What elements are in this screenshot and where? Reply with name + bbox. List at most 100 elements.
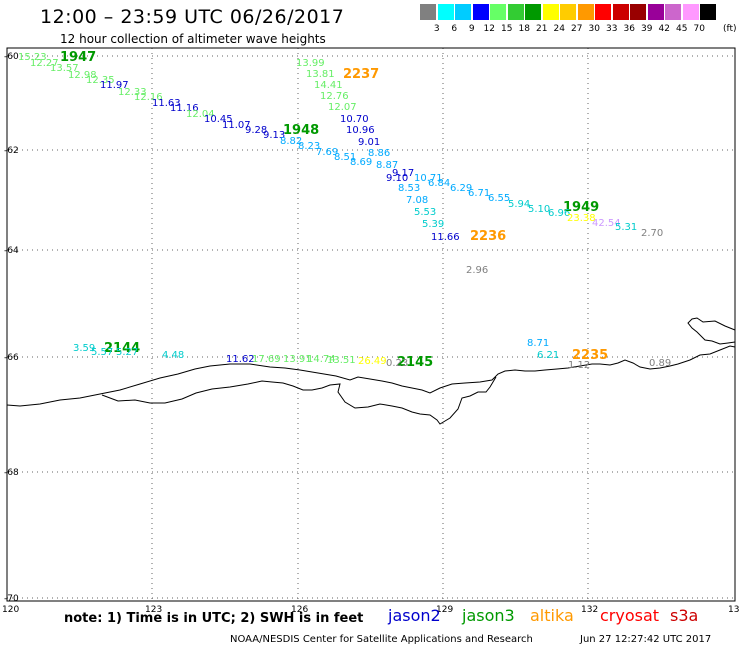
footer-note: note: 1) Time is in UTC; 2) SWH is in fe…: [64, 611, 364, 626]
wave-height-value: 8.69: [350, 157, 372, 168]
legend-label: 70: [693, 24, 705, 34]
wave-height-value: 9.10: [386, 173, 408, 184]
wave-height-value: 0.23: [386, 358, 408, 369]
pass-label: 2144: [104, 341, 140, 356]
map-subtitle: 12 hour collection of altimeter wave hei…: [60, 32, 326, 46]
wave-height-value: 6.96: [548, 208, 570, 219]
legend-label: 24: [553, 24, 565, 34]
legend-swatch: [700, 4, 716, 20]
wave-height-value: 6.21: [537, 350, 559, 361]
graticule: [7, 48, 735, 601]
satellite-jason2: jason2: [388, 606, 441, 625]
satellite-altika: altika: [530, 606, 574, 625]
legend-label: 3: [433, 24, 440, 34]
legend-label: 39: [641, 24, 653, 34]
axis-tick-labels: 120 123 126 129 132 135 -60 -62 -64 -66 -68 -70: [2, 52, 740, 615]
wave-height-value: 12.07: [328, 102, 357, 113]
pass-label: 2235: [572, 348, 608, 363]
legend-swatch: [472, 4, 489, 20]
y-tick-label: -66: [4, 353, 19, 363]
coastline: [6, 345, 736, 407]
wave-height-value: 11.07: [222, 120, 251, 131]
wave-height-value: 42.54: [592, 218, 621, 229]
satellite-jason3: jason3: [462, 606, 515, 625]
x-tick-label: 132: [581, 605, 598, 615]
wave-height-value: 10.70: [340, 114, 369, 125]
wave-height-value: 12.35: [86, 75, 115, 86]
wave-height-value: 1.12: [568, 360, 590, 371]
coastline-inlet: [101, 376, 497, 425]
legend-swatch: [542, 4, 559, 20]
wave-height-labels: 15.2312.2713.5712.9812.3511.9712.3312.16…: [18, 52, 671, 371]
wave-height-value: 5.27: [116, 347, 138, 358]
legend-label: 9: [468, 24, 475, 34]
wave-height-value: 6.55: [488, 193, 510, 204]
x-tick-label: 129: [436, 605, 453, 615]
wave-height-value: 10.96: [346, 125, 375, 136]
wave-height-value: 5.94: [508, 199, 530, 210]
legend-label: 30: [588, 24, 600, 34]
wave-height-value: 13.51: [327, 355, 356, 366]
wave-height-value: 10.71: [414, 173, 443, 184]
legend-label: 33: [606, 24, 618, 34]
satellite-cryosat: cryosat: [600, 606, 660, 625]
legend-swatch: [577, 4, 594, 20]
wave-height-value: 17.69: [252, 354, 281, 365]
wave-height-value: 15.23: [18, 52, 47, 63]
wave-height-value: 13.99: [296, 58, 325, 69]
wave-height-value: 5.57: [91, 347, 113, 358]
legend-swatch: [455, 4, 471, 20]
legend-unit: (ft): [723, 24, 737, 34]
legend-label: 6: [451, 24, 458, 34]
x-tick-label: 123: [145, 605, 162, 615]
legend-label: 36: [623, 24, 635, 34]
legend-label: 27: [571, 24, 583, 34]
legend-swatch: [595, 4, 611, 20]
map-frame: [6, 47, 736, 602]
y-tick-label: -70: [4, 594, 19, 604]
wave-height-value: 9.17: [392, 168, 414, 179]
wave-height-value: 14.74: [307, 354, 336, 365]
y-tick-label: -68: [4, 468, 19, 478]
y-tick-label: -60: [4, 52, 19, 62]
pass-label: 2236: [470, 229, 506, 244]
wave-height-value: 5.53: [414, 207, 436, 218]
generation-timestamp: Jun 27 12:27:42 UTC 2017: [580, 634, 712, 645]
wave-height-value: 12.98: [68, 70, 97, 81]
wave-height-value: 13.81: [306, 69, 335, 80]
legend-swatch: [665, 4, 681, 20]
legend-label: 18: [518, 24, 530, 34]
wave-height-value: 8.82: [280, 136, 302, 147]
wave-height-value: 0.89: [649, 358, 671, 369]
y-tick-label: -62: [4, 146, 19, 156]
wave-height-value: 8.23: [298, 141, 320, 152]
legend-swatch: [560, 4, 576, 20]
wave-height-value: 7.69: [316, 147, 338, 158]
wave-height-value: 4.48: [162, 350, 184, 361]
wave-height-value: 13.57: [50, 63, 79, 74]
legend-swatch: [630, 4, 646, 20]
wave-height-value: 12.76: [320, 91, 349, 102]
pass-label: 1948: [283, 123, 319, 138]
wave-height-value: 5.39: [422, 219, 444, 230]
legend-label: 42: [658, 24, 670, 34]
credit-line: NOAA/NESDIS Center for Satellite Applica…: [230, 634, 533, 645]
wave-height-value: 11.16: [170, 103, 199, 114]
wave-height-value: 12.04: [186, 109, 215, 120]
wave-height-value: 13.91: [283, 354, 312, 365]
legend-swatch: [437, 4, 454, 20]
legend-swatch: [647, 4, 664, 20]
map-title: 12:00 – 23:59 UTC 06/26/2017: [40, 6, 345, 28]
wave-height-value: 23.38: [567, 213, 596, 224]
wave-height-value: 8.87: [376, 160, 398, 171]
legend-swatch: [525, 4, 541, 20]
legend-swatch: [507, 4, 524, 20]
legend-label: 12: [483, 24, 495, 34]
wave-height-value: 12.33: [118, 87, 147, 98]
coastline-east: [687, 317, 736, 345]
wave-height-value: 12.27: [30, 58, 59, 69]
y-tick-label: -64: [4, 246, 19, 256]
wave-height-value: 9.13: [263, 130, 285, 141]
wave-height-value: 11.63: [152, 98, 181, 109]
